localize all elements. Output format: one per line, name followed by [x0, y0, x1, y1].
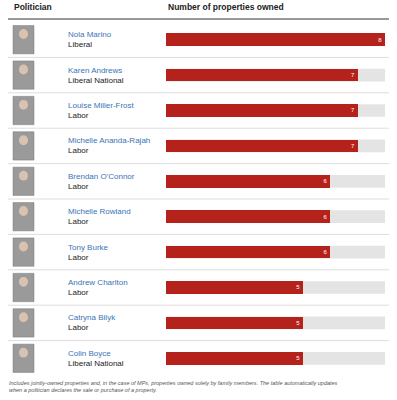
svg-text:5: 5 — [296, 320, 300, 326]
svg-text:8: 8 — [378, 37, 382, 43]
svg-text:Michelle RowlandLabor: Michelle RowlandLabor — [68, 207, 131, 226]
svg-text:Politician: Politician — [14, 2, 52, 12]
svg-text:7: 7 — [351, 143, 355, 149]
svg-text:7: 7 — [351, 107, 355, 113]
svg-text:5: 5 — [296, 355, 300, 361]
svg-text:Louise Miller-FrostLabor: Louise Miller-FrostLabor — [68, 101, 135, 120]
svg-text:Michelle Ananda-RajahLabor: Michelle Ananda-RajahLabor — [68, 136, 150, 155]
svg-text:Karen AndrewsLiberal National: Karen AndrewsLiberal National — [68, 66, 124, 85]
svg-text:Catryna BilykLabor: Catryna BilykLabor — [68, 313, 116, 332]
svg-text:Andrew CharltonLabor: Andrew CharltonLabor — [68, 278, 128, 297]
svg-text:6: 6 — [324, 178, 328, 184]
svg-text:Includes jointly-owned propert: Includes jointly-owned properties and, i… — [9, 380, 338, 393]
svg-text:Tony BurkeLabor: Tony BurkeLabor — [68, 243, 109, 262]
svg-text:7: 7 — [351, 72, 355, 78]
svg-text:Colin BoyceLiberal National: Colin BoyceLiberal National — [68, 349, 124, 368]
svg-text:Brendan O'ConnorLabor: Brendan O'ConnorLabor — [68, 172, 135, 191]
svg-text:Number of properties owned: Number of properties owned — [168, 2, 284, 12]
svg-text:6: 6 — [324, 249, 328, 255]
svg-text:5: 5 — [296, 284, 300, 290]
svg-text:Nola MarinoLiberal: Nola MarinoLiberal — [68, 30, 112, 49]
svg-text:6: 6 — [324, 214, 328, 220]
